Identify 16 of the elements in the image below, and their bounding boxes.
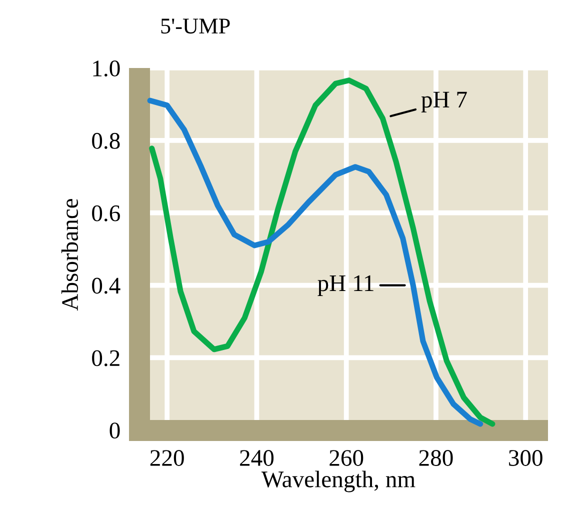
x-tick-label: 240 bbox=[240, 450, 274, 466]
y-tick-label: 0.8 bbox=[92, 132, 120, 149]
x-axis-title: Wavelength, nm bbox=[261, 470, 416, 492]
x-tick-label: 220 bbox=[150, 450, 184, 466]
x-tick-label: 260 bbox=[330, 450, 364, 466]
y-tick-label: 1.0 bbox=[93, 60, 120, 77]
series-label: pH 7 bbox=[421, 92, 467, 112]
x-tick-label: 300 bbox=[509, 450, 542, 466]
series-label: pH 11 bbox=[318, 275, 374, 296]
y-tick-label: 0.2 bbox=[92, 350, 120, 366]
y-tick-label: 0.4 bbox=[92, 278, 120, 294]
y-tick-label: 0.6 bbox=[92, 205, 120, 222]
chart-title: 5'-UMP bbox=[161, 18, 230, 34]
y-axis-title: Absorbance bbox=[61, 198, 78, 311]
x-tick-label: 280 bbox=[419, 450, 453, 466]
y-tick-label: 0 bbox=[110, 422, 120, 439]
